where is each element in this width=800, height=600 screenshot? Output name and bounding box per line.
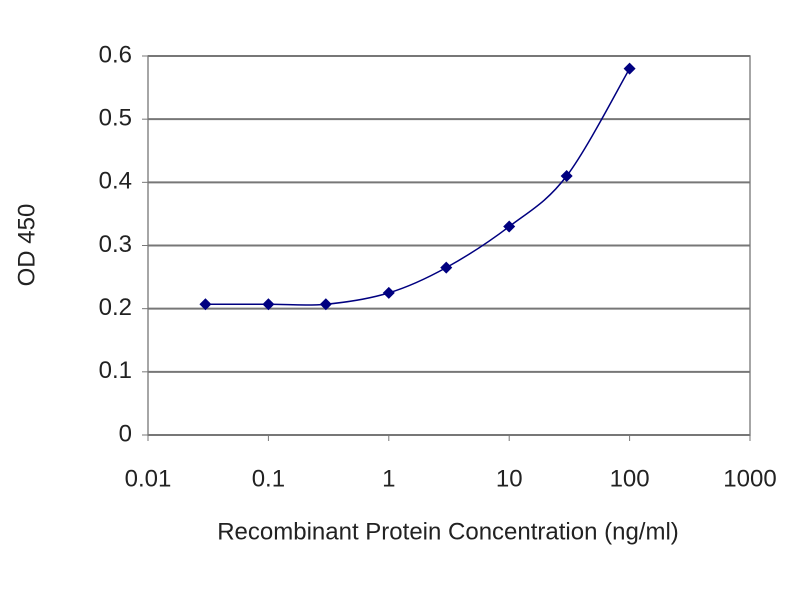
marker (440, 261, 453, 274)
marker (382, 286, 395, 299)
x-tick-label: 0.01 (125, 465, 172, 492)
marker (560, 170, 573, 183)
y-axis-label: OD 450 (13, 204, 40, 287)
y-tick-label: 0.6 (99, 41, 132, 68)
x-tick-label: 0.1 (252, 465, 285, 492)
marker (199, 298, 212, 311)
x-tick-label: 10 (496, 465, 523, 492)
x-axis-label: Recombinant Protein Concentration (ng/ml… (217, 518, 679, 545)
marker (623, 62, 636, 75)
y-tick-label: 0.5 (99, 105, 132, 132)
y-tick-label: 0.3 (99, 231, 132, 258)
marker (503, 220, 516, 233)
y-tick-label: 0.4 (99, 168, 132, 195)
y-tick-label: 0.1 (99, 357, 132, 384)
x-tick-label: 100 (610, 465, 650, 492)
x-tick-label: 1000 (723, 465, 776, 492)
x-tick-label: 1 (382, 465, 395, 492)
y-tick-label: 0 (119, 420, 132, 447)
marker (262, 298, 275, 311)
y-tick-label: 0.2 (99, 294, 132, 321)
marker (319, 298, 332, 311)
